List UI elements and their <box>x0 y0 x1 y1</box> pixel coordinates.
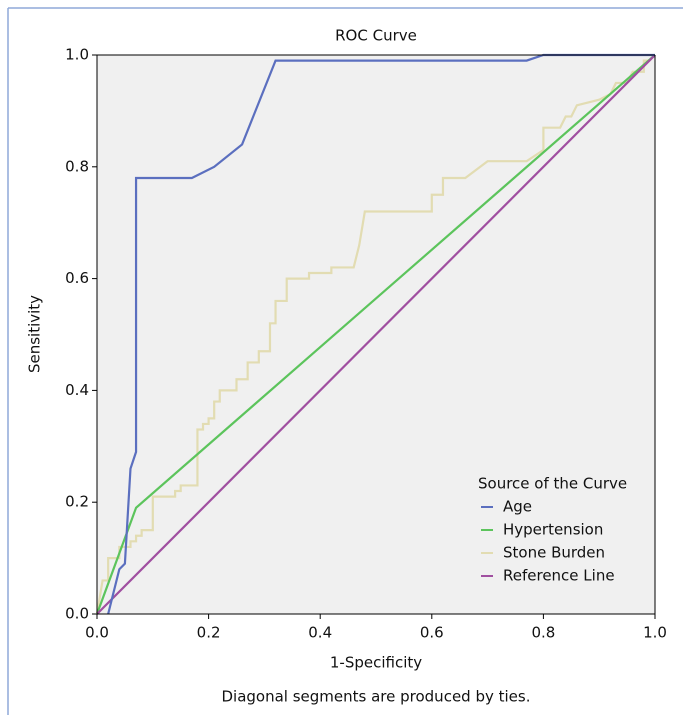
x-tick-label: 0.4 <box>308 624 332 642</box>
roc-curve <box>96 54 656 615</box>
legend-label: Stone Burden <box>503 544 605 562</box>
roc-curve <box>95 54 656 615</box>
y-tick-label: 0.4 <box>65 381 89 399</box>
legend-title: Source of the Curve <box>478 475 627 493</box>
y-axis-label: Sensitivity <box>26 295 44 373</box>
legend-label: Reference Line <box>503 567 615 585</box>
y-tick-label: 0.2 <box>65 493 89 511</box>
footnote: Diagonal segments are produced by ties. <box>221 688 530 706</box>
chart-title: ROC Curve <box>335 27 417 45</box>
legend-label: Age <box>503 498 532 516</box>
legend-label: Hypertension <box>503 521 603 539</box>
roc-curve <box>95 54 656 615</box>
x-tick-label: 0.2 <box>197 624 221 642</box>
y-tick-label: 1.0 <box>65 46 89 64</box>
x-tick-label: 1.0 <box>643 624 667 642</box>
y-tick-label: 0.8 <box>65 157 89 175</box>
x-tick-label: 0.6 <box>420 624 444 642</box>
y-tick-label: 0.6 <box>65 269 89 287</box>
x-tick-label: 0.0 <box>85 624 109 642</box>
x-tick-label: 0.8 <box>531 624 555 642</box>
y-tick-label: 0.0 <box>65 605 89 623</box>
roc-curve <box>107 53 655 615</box>
x-axis-label: 1-Specificity <box>330 654 422 672</box>
